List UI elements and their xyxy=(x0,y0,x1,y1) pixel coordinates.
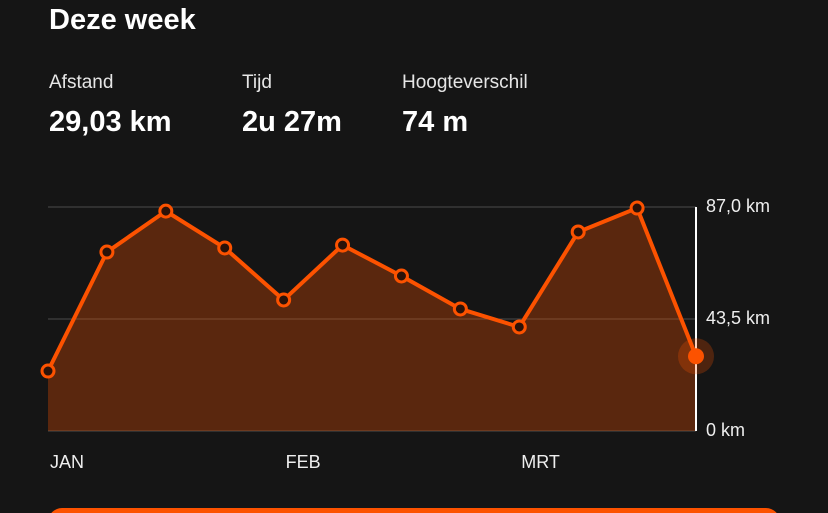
y-tick-label: 87,0 km xyxy=(706,196,770,216)
stat-value: 29,03 km xyxy=(49,106,172,138)
x-tick-label: MRT xyxy=(521,452,560,472)
point xyxy=(629,200,645,216)
stat-label: Hoogteverschil xyxy=(402,72,528,93)
point xyxy=(40,363,56,379)
point xyxy=(158,203,174,219)
point xyxy=(99,244,115,260)
button[interactable] xyxy=(48,508,780,513)
x-tick-label: JAN xyxy=(50,452,84,472)
stat-label: Afstand xyxy=(49,72,114,93)
point xyxy=(217,240,233,256)
point xyxy=(335,237,351,253)
point xyxy=(452,301,468,317)
stat: Hoogteverschil 74 m xyxy=(402,72,528,139)
line xyxy=(46,206,698,372)
point xyxy=(276,292,292,308)
point xyxy=(393,268,409,284)
y-tick-label: 43,5 km xyxy=(706,308,770,328)
y-tick-label: 0 km xyxy=(706,420,745,440)
point xyxy=(688,348,704,365)
stat: Afstand 29,03 km xyxy=(49,72,172,139)
stat-label: Tijd xyxy=(242,72,272,93)
point xyxy=(511,319,527,335)
point xyxy=(570,224,586,240)
x-tick-label: FEB xyxy=(286,452,321,472)
area xyxy=(48,208,696,431)
stat: Tijd 2u 27m xyxy=(242,72,342,139)
stat-value: 74 m xyxy=(402,106,469,138)
chart: 0 km 43,5 km 87,0 km JAN FEB MRT xyxy=(40,196,770,472)
title: Deze week xyxy=(49,4,196,36)
stat-value: 2u 27m xyxy=(242,106,342,138)
